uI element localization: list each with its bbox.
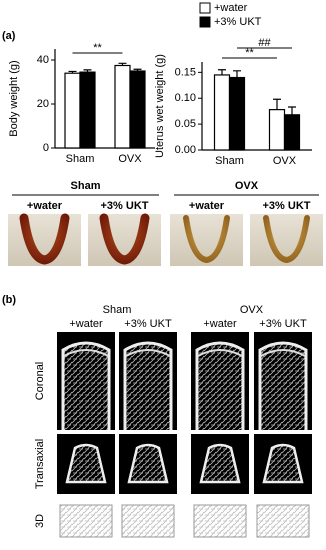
y-tick-label: 0.00 <box>175 144 196 156</box>
growth-plate <box>197 349 243 357</box>
uterus <box>19 213 70 265</box>
bone-outline <box>195 341 245 430</box>
bar <box>114 64 131 149</box>
panel-label: (a) <box>2 30 16 42</box>
error-bar <box>288 106 296 115</box>
panel-label: (b) <box>2 294 16 306</box>
group-label: OVX <box>240 304 264 316</box>
error-bar <box>133 68 142 71</box>
bone-outline <box>258 341 308 430</box>
x-tick-label: OVX <box>273 155 297 167</box>
cross-section <box>127 443 169 484</box>
error-bar <box>218 69 226 75</box>
group-label: OVX <box>235 180 259 192</box>
y-tick-label: 0.15 <box>175 66 196 78</box>
error-bar <box>118 62 127 66</box>
y-tick-label: 40 <box>37 54 49 66</box>
treatment-label: +water <box>189 200 225 212</box>
view-label: Coronal <box>34 362 46 401</box>
uterus <box>99 213 150 265</box>
group-label: Sham <box>71 180 101 192</box>
x-tick-label: Sham <box>215 155 244 167</box>
error-bar <box>273 98 281 110</box>
uterus <box>183 215 230 264</box>
bar <box>129 70 146 149</box>
growth-plate <box>260 349 306 357</box>
legend-swatch <box>199 2 211 14</box>
cross-section <box>199 443 241 484</box>
legend-label: +water <box>214 2 248 14</box>
y-tick-label: 20 <box>37 98 49 110</box>
growth-plate <box>125 349 171 357</box>
treatment-label: +water <box>69 318 103 330</box>
error-bar <box>83 69 92 73</box>
x-tick-label: OVX <box>118 153 142 165</box>
trabecular-3d <box>59 504 113 538</box>
view-label: 3D <box>34 514 46 528</box>
y-axis-label: Body weight (g) <box>8 60 20 136</box>
legend-swatch <box>199 16 211 28</box>
treatment-label: +water <box>203 318 237 330</box>
bar <box>79 71 96 149</box>
uterus <box>263 215 310 264</box>
bar <box>268 109 286 151</box>
trabecular-3d <box>121 504 175 538</box>
significance-label: ## <box>258 37 271 49</box>
bar <box>228 76 246 151</box>
view-label: Transaxial <box>34 439 46 489</box>
x-tick-label: Sham <box>66 153 95 165</box>
treatment-label: +3% UKT <box>259 318 307 330</box>
treatment-label: +3% UKT <box>263 200 311 212</box>
y-axis-label: Uterus wet weight (g) <box>154 54 166 158</box>
y-tick-label: 0 <box>43 142 49 154</box>
significance-label: ** <box>93 42 102 54</box>
trabecular-3d <box>193 504 247 538</box>
growth-plate <box>63 349 109 357</box>
cross-section <box>65 443 107 484</box>
y-tick-label: 0.10 <box>175 92 196 104</box>
significance-label: ** <box>245 47 254 59</box>
y-tick-label: 0.05 <box>175 118 196 130</box>
trabecular-3d <box>256 504 310 538</box>
legend-label: +3% UKT <box>214 16 262 28</box>
error-bar <box>233 70 241 78</box>
treatment-label: +3% UKT <box>101 200 149 212</box>
bar <box>283 114 301 151</box>
bone-outline <box>61 341 111 430</box>
group-label: Sham <box>103 304 132 316</box>
bar <box>64 72 81 149</box>
cross-section <box>262 443 304 484</box>
treatment-label: +water <box>27 200 63 212</box>
treatment-label: +3% UKT <box>124 318 172 330</box>
bar <box>213 74 231 151</box>
error-bar <box>68 70 77 74</box>
bone-outline <box>123 341 173 430</box>
